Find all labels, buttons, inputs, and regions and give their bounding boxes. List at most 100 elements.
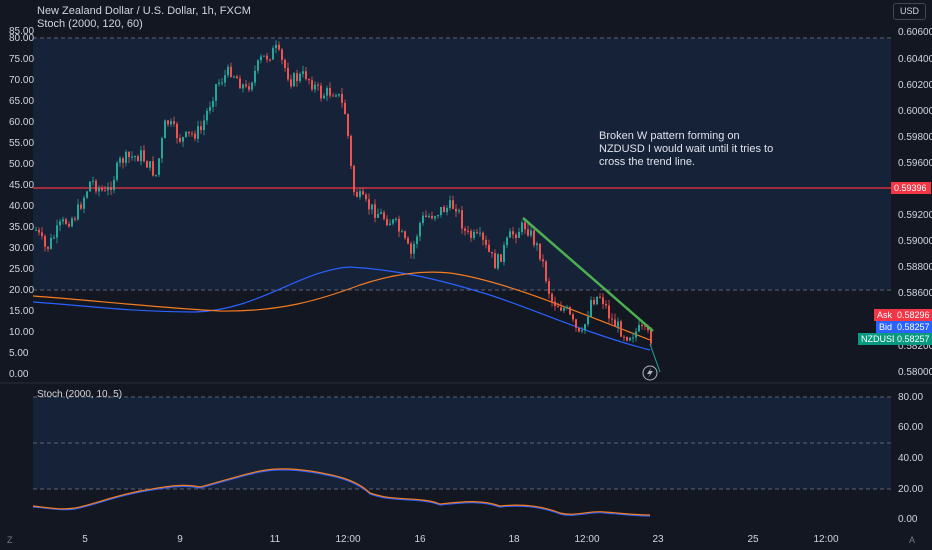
candle-body (308, 79, 310, 81)
candle-body (389, 223, 391, 226)
trend-line[interactable] (522, 217, 654, 332)
fast-ma-line (32, 266, 651, 351)
main-indicator-label[interactable]: Stoch (2000, 120, 60) (37, 18, 143, 30)
candle-body (431, 215, 433, 219)
candle-body (227, 66, 229, 76)
right-axis-label: 0.60400 (898, 54, 932, 65)
candle-body (323, 95, 325, 99)
time-axis-label: 25 (747, 534, 759, 545)
candle-body (317, 84, 319, 86)
sub-indicator-label[interactable]: Stoch (2000, 10, 5) (37, 389, 123, 400)
candle-body (395, 218, 397, 220)
left-axis-label: 85.00 (9, 26, 35, 37)
candle-body (326, 87, 328, 96)
candle-body (338, 93, 340, 96)
candle-body (383, 212, 385, 219)
time-axis-label: 9 (177, 534, 183, 545)
candle-body (101, 187, 103, 191)
left-axis-label: 5.00 (9, 348, 29, 359)
candle-body (161, 138, 163, 159)
candle-body (89, 181, 91, 192)
candle-body (218, 82, 220, 85)
candle-body (53, 237, 55, 239)
candle-body (380, 212, 382, 214)
projection-line (649, 343, 661, 373)
candle-body (416, 236, 418, 244)
candle-body (377, 213, 379, 218)
candle-body (629, 337, 631, 341)
left-axis-label: 60.00 (9, 117, 35, 128)
candle-body (608, 305, 610, 319)
auto-scale-button[interactable]: A (909, 535, 916, 545)
candle-body (50, 237, 52, 249)
candle-body (149, 161, 151, 168)
candle-body (590, 300, 592, 317)
candle-body (353, 165, 355, 193)
candle-body (107, 187, 109, 191)
candle-body (44, 236, 46, 247)
candle-body (650, 330, 652, 344)
candle-body (374, 204, 376, 218)
currency-button[interactable]: USD (893, 3, 926, 20)
candle-body (194, 133, 196, 139)
candle-body (575, 319, 577, 328)
candle-body (197, 126, 199, 139)
candle-body (35, 229, 37, 231)
candle-body (605, 304, 607, 306)
candle-body (140, 150, 142, 162)
candle-body (164, 120, 166, 139)
candle-body (296, 73, 298, 82)
candle-body (260, 56, 262, 61)
candle-body (119, 158, 121, 163)
ask-tag-label: Ask (874, 309, 896, 321)
candle-body (545, 261, 547, 282)
candle-body (287, 67, 289, 80)
bid-price-tag: 0.58257 (894, 321, 932, 333)
candle-body (284, 59, 286, 68)
candle-body (560, 307, 562, 311)
candle-body (365, 194, 367, 200)
candle-body (95, 180, 97, 192)
left-axis-label: 70.00 (9, 75, 35, 86)
candle-body (356, 192, 358, 197)
candle-body (458, 210, 460, 212)
candle-body (191, 133, 193, 135)
candle-body (98, 187, 100, 192)
candle-body (257, 60, 259, 71)
candle-body (299, 73, 301, 82)
right-axis-label: 0.60200 (898, 80, 932, 91)
candle-body (434, 216, 436, 219)
candle-body (68, 224, 70, 227)
zoom-reset-button[interactable]: Z (7, 535, 13, 545)
candle-body (263, 55, 265, 57)
candle-body (131, 156, 133, 158)
candle-body (248, 86, 250, 90)
symbol-tag-label: NZDUSD (858, 333, 902, 345)
candle-body (359, 191, 361, 197)
candle-body (482, 232, 484, 240)
candle-body (578, 327, 580, 332)
candle-body (563, 308, 565, 311)
candle-body (518, 231, 520, 238)
candle-body (404, 231, 406, 239)
candle-body (548, 281, 550, 294)
candle-body (329, 87, 331, 96)
candle-body (221, 82, 223, 84)
candle-body (551, 293, 553, 302)
candle-body (455, 208, 457, 212)
candle-body (332, 95, 334, 97)
candle-body (230, 66, 232, 77)
candle-body (62, 219, 64, 222)
candle-body (632, 337, 634, 339)
candle-body (77, 204, 79, 220)
candle-body (611, 318, 613, 320)
candle-body (254, 70, 256, 83)
annotation-text[interactable]: Broken W pattern forming on NZDUSD I wou… (599, 130, 774, 168)
candle-body (536, 243, 538, 246)
candle-body (137, 156, 139, 162)
candle-body (239, 78, 241, 89)
candle-body (347, 114, 349, 136)
left-axis-label: 0.00 (9, 369, 29, 380)
right-axis-label: 0.59600 (898, 158, 932, 169)
